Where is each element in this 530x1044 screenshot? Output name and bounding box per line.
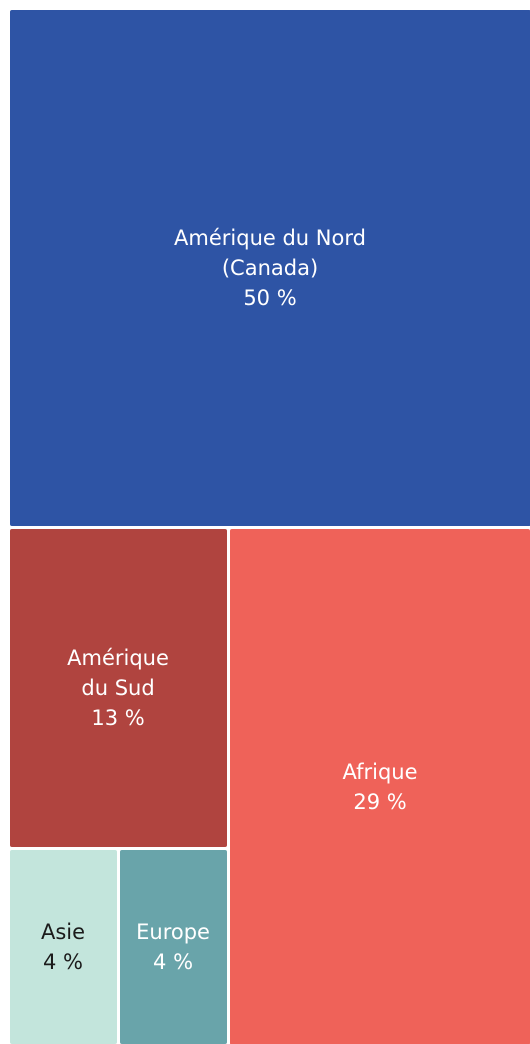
value-label: 13 % <box>91 705 145 730</box>
cell-label: Amérique du Sud 13 % <box>67 643 169 733</box>
treemap-cell: Asie 4 % <box>9 849 117 1044</box>
value-label: 50 % <box>243 285 297 310</box>
treemap-cell: Amérique du Nord (Canada) 50 % <box>9 9 530 526</box>
treemap-cell: Europe 4 % <box>119 849 227 1044</box>
category-label: Europe <box>136 920 210 945</box>
cell-label: Afrique 29 % <box>343 757 418 817</box>
value-label: 29 % <box>353 789 407 814</box>
cell-label: Europe 4 % <box>136 917 210 977</box>
cell-label: Amérique du Nord (Canada) 50 % <box>174 223 366 313</box>
category-label: Asie <box>40 920 86 945</box>
value-label: 4 % <box>43 950 84 975</box>
treemap-cell: Amérique du Sud 13 % <box>9 528 227 847</box>
category-label: Afrique <box>342 759 418 784</box>
category-label: Amérique du Sud <box>67 645 169 700</box>
category-label: Amérique du Nord (Canada) <box>174 225 366 280</box>
treemap-cell: Afrique 29 % <box>229 528 530 1044</box>
value-label: 4 % <box>153 950 194 975</box>
cell-label: Asie 4 % <box>41 917 85 977</box>
